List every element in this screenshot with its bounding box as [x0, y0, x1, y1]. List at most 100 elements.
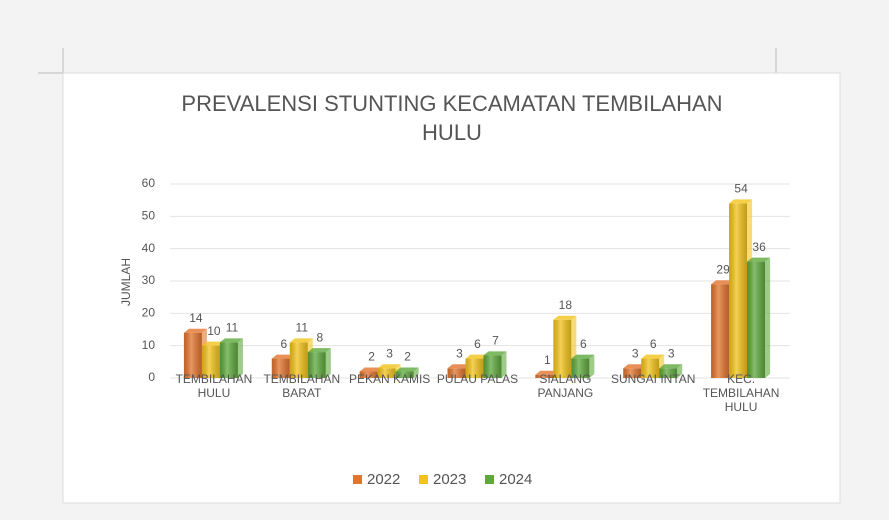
- bar-shade: [747, 261, 766, 378]
- bar-top: [219, 338, 243, 343]
- legend-label: 2022: [367, 471, 400, 488]
- bar-top: [553, 315, 577, 320]
- x-tick-line: PANJANG: [537, 386, 593, 400]
- x-tick-line: BARAT: [282, 386, 322, 400]
- bar-top: [201, 341, 225, 346]
- data-label: 6: [474, 337, 481, 351]
- bar-top: [729, 199, 753, 204]
- data-label: 3: [632, 346, 639, 360]
- x-tick-line: SUNGAI INTAN: [611, 372, 695, 386]
- data-label: 11: [296, 321, 309, 335]
- bar-shade: [571, 358, 590, 378]
- bar-top: [711, 280, 735, 285]
- legend-label: 2023: [433, 471, 466, 488]
- bar-side: [765, 257, 771, 378]
- bar-top: [359, 367, 383, 372]
- legend-swatch: [419, 475, 428, 484]
- bar-shade: [553, 319, 572, 378]
- y-tick-label: 60: [142, 176, 156, 190]
- data-label: 11: [226, 321, 239, 335]
- bar-group: [307, 348, 331, 378]
- bar-top: [623, 364, 647, 369]
- legend-label: 2024: [499, 471, 532, 488]
- x-tick-label: KEC. TEMBILAHAN HULU: [703, 372, 780, 414]
- data-label: 29: [716, 262, 730, 276]
- data-label: 8: [316, 330, 323, 344]
- x-tick-label: PULAU PALAS: [437, 372, 518, 386]
- data-label: 7: [492, 334, 499, 348]
- y-axis-label: JUMLAH: [119, 258, 133, 306]
- data-label: 36: [752, 240, 766, 254]
- bar-top: [183, 328, 207, 333]
- x-tick-line: SIALANG: [539, 372, 591, 386]
- x-tick-line: HULU: [725, 400, 758, 414]
- y-tick-label: 0: [148, 370, 155, 384]
- bar-top: [465, 354, 489, 359]
- bar-top: [395, 367, 419, 372]
- x-tick-label: PEKAN KAMIS: [349, 372, 430, 386]
- bar-group: [271, 354, 295, 378]
- bar-side: [501, 351, 507, 378]
- bar-shade: [535, 374, 554, 378]
- data-label: 18: [559, 298, 573, 312]
- y-tick-label: 10: [142, 338, 156, 352]
- x-tick-label: TEMBILAHAN HULU: [176, 372, 253, 400]
- bar-side: [237, 338, 243, 378]
- y-tick-label: 40: [142, 241, 156, 255]
- x-tick-line: PULAU PALAS: [437, 372, 518, 386]
- bar-shade: [483, 355, 502, 378]
- data-label: 2: [368, 350, 375, 364]
- bar-side: [413, 367, 419, 378]
- bar-shade: [729, 203, 748, 378]
- bar-top: [747, 257, 771, 262]
- x-tick-line: TEMBILAHAN: [703, 386, 780, 400]
- bar-top: [271, 354, 295, 359]
- legend-swatch: [353, 475, 362, 484]
- legend-swatch: [485, 475, 494, 484]
- data-label: 1: [544, 353, 551, 367]
- x-tick-line: TEMBILAHAN: [263, 372, 340, 386]
- data-label: 3: [668, 346, 675, 360]
- bar-top: [571, 354, 595, 359]
- bar-shade: [201, 345, 220, 378]
- chart-frame: [62, 72, 841, 504]
- bar-shade: [641, 358, 660, 378]
- bar-group: [571, 354, 595, 378]
- data-label: 54: [734, 182, 748, 196]
- bar-group: [219, 338, 243, 378]
- bar-top: [377, 364, 401, 369]
- bar-top: [289, 338, 313, 343]
- bar-shade: [359, 371, 378, 378]
- y-tick-label: 20: [142, 306, 156, 320]
- data-label: 6: [650, 337, 657, 351]
- data-label: 3: [456, 346, 463, 360]
- bar-top: [447, 364, 471, 369]
- chart-title: HULU: [422, 120, 482, 145]
- bar-top: [483, 351, 507, 356]
- data-label: 6: [280, 337, 287, 351]
- bar-shade: [465, 358, 484, 378]
- bar-group: [483, 351, 507, 378]
- bar-top: [659, 364, 683, 369]
- bar-group: [659, 364, 683, 378]
- bar-shade: [377, 368, 396, 378]
- bar-shade: [219, 342, 238, 378]
- bar-group: [747, 257, 771, 378]
- x-tick-label: SIALANG PANJANG: [537, 372, 593, 400]
- data-label: 2: [404, 350, 411, 364]
- bar-shade: [271, 358, 290, 378]
- bar-shade: [307, 352, 326, 378]
- bar-side: [589, 354, 595, 378]
- x-tick-label: TEMBILAHAN BARAT: [263, 372, 340, 400]
- bar-top: [535, 370, 559, 375]
- bar-shade: [395, 371, 414, 378]
- bar-top: [307, 348, 331, 353]
- data-label: 10: [207, 324, 221, 338]
- bar-side: [677, 364, 683, 378]
- bar-group: [641, 354, 665, 378]
- bar-shade: [711, 284, 730, 378]
- y-tick-label: 50: [142, 209, 156, 223]
- chart-title: PREVALENSI STUNTING KECAMATAN TEMBILAHAN: [181, 91, 722, 116]
